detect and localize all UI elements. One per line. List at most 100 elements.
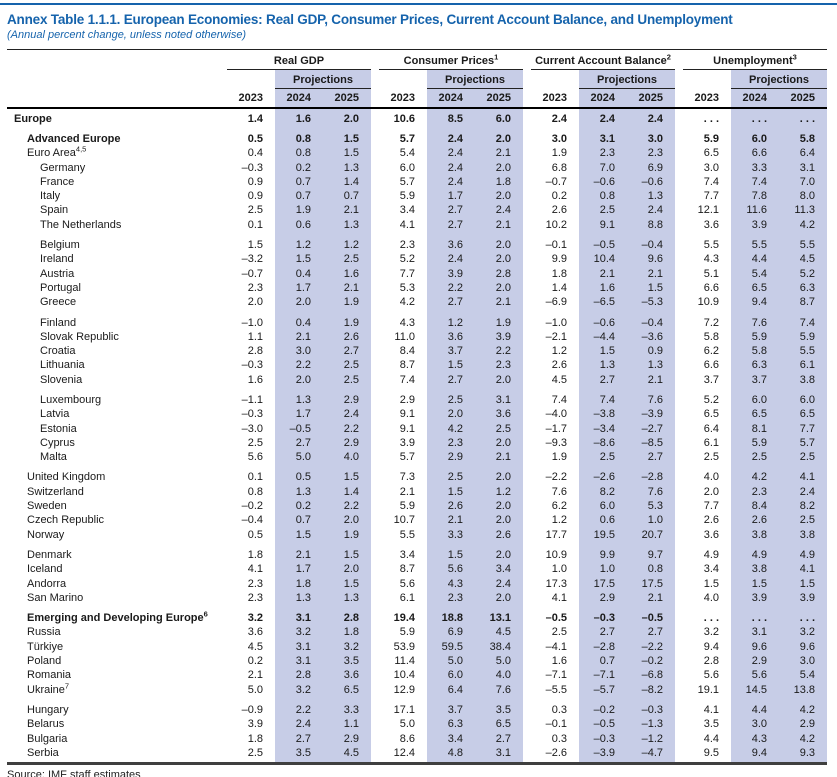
- country-name-cell: Türkiye: [7, 641, 219, 653]
- column-group-unemployment: Unemployment3: [683, 53, 827, 70]
- value-cell: 3.7: [703, 373, 719, 386]
- value-cell: –1.3: [641, 718, 663, 731]
- value-cell: 0.7: [295, 190, 311, 203]
- value-cell: 17.1: [393, 703, 415, 716]
- value-cell: –2.8: [593, 640, 615, 653]
- value-cell: 7.6: [751, 316, 767, 329]
- value-cell: 2.1: [295, 548, 311, 561]
- country-name-cell: Russia: [7, 627, 219, 638]
- value-cell: 4.0: [495, 669, 511, 682]
- value-cell: 9.6: [799, 640, 815, 653]
- value-cell: 2.5: [799, 451, 815, 464]
- value-cell: 38.4: [489, 640, 511, 653]
- value-cell: 4.3: [447, 577, 463, 590]
- value-cell: 2.1: [247, 669, 263, 682]
- value-cell: 53.9: [393, 640, 415, 653]
- value-cell: 4.4: [703, 732, 719, 745]
- value-cell: –6.9: [545, 296, 567, 309]
- value-cell: 8.6: [399, 732, 415, 745]
- country-name-cell: Greece: [7, 297, 219, 308]
- value-cell: 0.7: [599, 655, 615, 668]
- value-cell: 8.0: [799, 190, 815, 203]
- value-cell: 1.6: [599, 281, 615, 294]
- value-cell: –3.4: [593, 422, 615, 435]
- value-cell: 2.2: [495, 345, 511, 358]
- source-note: Source: IMF staff estimates: [7, 769, 141, 777]
- projections-header: Projections: [731, 74, 827, 89]
- table-row: Spain 2.5 1.9 2.1 3.4 2.7 2.4 2.6 2.5 2.…: [7, 204, 827, 218]
- value-cell: 1.7: [295, 408, 311, 421]
- value-cell: 4.0: [703, 591, 719, 604]
- value-cell: 3.1: [799, 161, 815, 174]
- value-cell: 1.9: [295, 204, 311, 217]
- value-cell: . . .: [799, 112, 815, 125]
- value-cell: 2.7: [447, 218, 463, 231]
- table-row: Ukraine7 5.0 3.2 6.5 12.9 6.4 7.6 –5.5 –…: [7, 682, 827, 697]
- value-cell: . . .: [751, 112, 767, 125]
- value-cell: 5.1: [703, 267, 719, 280]
- value-cell: . . .: [703, 612, 719, 625]
- value-cell: 4.1: [799, 471, 815, 484]
- value-cell: 5.8: [703, 330, 719, 343]
- value-cell: –0.3: [593, 732, 615, 745]
- value-cell: 2.7: [647, 626, 663, 639]
- value-cell: 0.9: [647, 345, 663, 358]
- country-name: Bulgaria: [27, 732, 68, 745]
- value-cell: 3.0: [295, 345, 311, 358]
- value-cell: 1.2: [295, 239, 311, 252]
- country-name: Norway: [27, 528, 65, 541]
- country-name: Italy: [40, 190, 61, 203]
- value-cell: 2.0: [495, 471, 511, 484]
- value-cell: –0.5: [289, 422, 311, 435]
- value-cell: 1.3: [343, 161, 359, 174]
- value-cell: 1.3: [343, 218, 359, 231]
- value-cell: 5.6: [703, 669, 719, 682]
- value-cell: 1.5: [343, 147, 359, 160]
- country-name-cell: Latvia: [7, 409, 219, 420]
- value-cell: 5.5: [751, 239, 767, 252]
- value-cell: 2.9: [343, 436, 359, 449]
- value-cell: 0.5: [247, 528, 263, 541]
- value-cell: 3.6: [447, 239, 463, 252]
- value-cell: 5.5: [703, 239, 719, 252]
- value-cell: 5.4: [799, 669, 815, 682]
- value-cell: 4.4: [751, 703, 767, 716]
- value-cell: –7.1: [545, 669, 567, 682]
- value-cell: 7.6: [647, 485, 663, 498]
- value-cell: 1.3: [295, 591, 311, 604]
- value-cell: 7.3: [399, 471, 415, 484]
- value-cell: 6.8: [551, 161, 567, 174]
- value-cell: 0.5: [295, 471, 311, 484]
- value-cell: –3.6: [641, 330, 663, 343]
- value-cell: –3.2: [241, 253, 263, 266]
- country-name-cell: Europe: [7, 113, 219, 125]
- value-cell: 2.3: [447, 591, 463, 604]
- value-cell: 5.8: [751, 345, 767, 358]
- value-cell: –0.2: [241, 500, 263, 513]
- value-cell: 4.5: [247, 640, 263, 653]
- year-header: 2024: [438, 92, 463, 104]
- value-cell: 2.0: [495, 373, 511, 386]
- value-cell: –0.4: [641, 239, 663, 252]
- value-cell: –0.9: [241, 703, 263, 716]
- value-cell: 1.7: [295, 281, 311, 294]
- table-body: Europe 1.4 1.6 2.0 10.6 8.5 6.0 2.4 2.4 …: [7, 109, 827, 760]
- value-cell: 5.0: [247, 683, 263, 696]
- value-cell: 12.4: [393, 746, 415, 759]
- group-label: Real GDP: [273, 55, 325, 67]
- value-cell: 1.3: [295, 485, 311, 498]
- value-cell: 4.3: [399, 316, 415, 329]
- value-cell: 1.5: [343, 132, 359, 145]
- value-cell: 2.3: [751, 485, 767, 498]
- value-cell: 2.3: [247, 577, 263, 590]
- country-name-cell: Cyprus: [7, 437, 219, 449]
- value-cell: 2.9: [343, 393, 359, 406]
- value-cell: –0.5: [593, 239, 615, 252]
- value-cell: 4.1: [247, 563, 263, 576]
- value-cell: 3.7: [447, 703, 463, 716]
- value-cell: 2.5: [447, 393, 463, 406]
- table-row: Ireland –3.2 1.5 2.5 5.2 2.4 2.0 9.9 10.…: [7, 253, 827, 267]
- value-cell: 5.9: [703, 132, 719, 145]
- value-cell: 3.9: [399, 436, 415, 449]
- value-cell: . . .: [751, 612, 767, 625]
